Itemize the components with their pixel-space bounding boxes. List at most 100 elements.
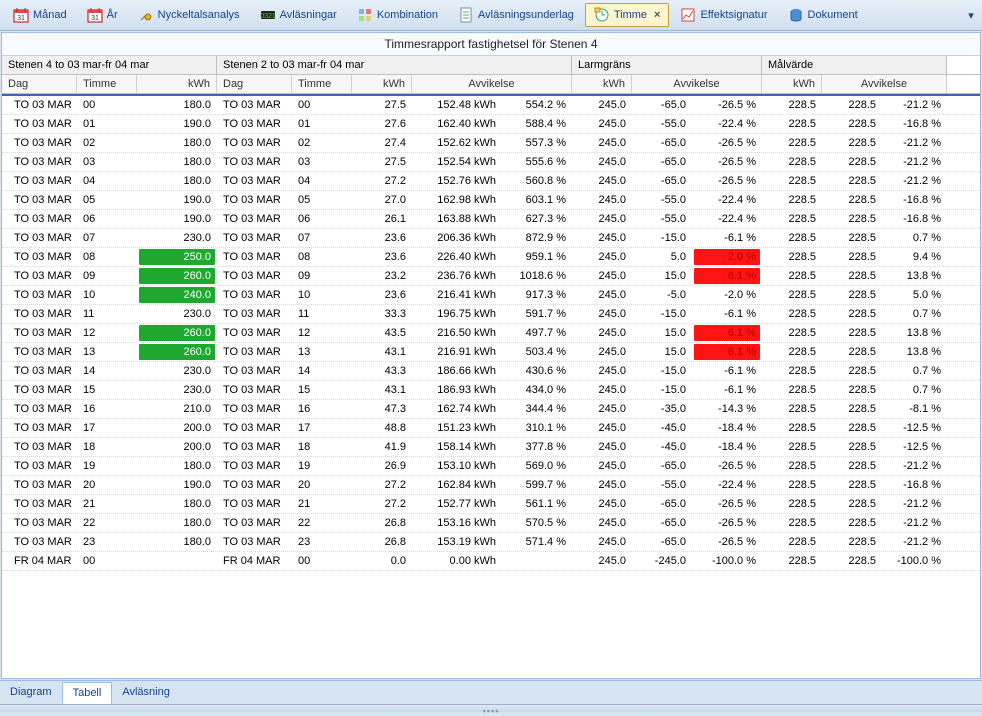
cell-mavv1: 228.5 [822, 419, 882, 437]
toolbar-tab-kombination[interactable]: Kombination [348, 3, 447, 27]
cell-kwh2: 27.0 [352, 191, 412, 209]
cell-kwh: 190.0 [137, 191, 217, 209]
db-icon [788, 7, 804, 23]
column-header[interactable]: kWh [137, 75, 217, 93]
column-header[interactable]: Avvikelse [822, 75, 947, 93]
cell-mkwh: 228.5 [762, 305, 822, 323]
counter-icon: 0321 [260, 7, 276, 23]
cell-kwh: 240.0 [137, 286, 217, 304]
cell-timme2: 12 [292, 324, 352, 342]
cell-kwh2: 43.1 [352, 343, 412, 361]
cell-timme2: 17 [292, 419, 352, 437]
column-header[interactable]: kWh [352, 75, 412, 93]
toolbar-tab-label: Dokument [808, 9, 858, 21]
toolbar-tab-avläsningar[interactable]: 0321Avläsningar [251, 3, 346, 27]
cell-avv1: 206.36 kWh [412, 229, 502, 247]
cell-timme: 03 [77, 153, 137, 171]
cell-avv1: 153.10 kWh [412, 457, 502, 475]
cell-timme2: 04 [292, 172, 352, 190]
column-header[interactable]: Timme [77, 75, 137, 93]
table-row[interactable]: TO 03 MAR21180.0TO 03 MAR2127.2152.77 kW… [2, 495, 980, 514]
column-header[interactable]: Dag [2, 75, 77, 93]
cell-lavv2: -26.5 % [692, 153, 762, 171]
column-header[interactable]: kWh [762, 75, 822, 93]
table-row[interactable]: TO 03 MAR11230.0TO 03 MAR1133.3196.75 kW… [2, 305, 980, 324]
table-row[interactable]: TO 03 MAR05190.0TO 03 MAR0527.0162.98 kW… [2, 191, 980, 210]
toolbar-tab-avläsningsunderlag[interactable]: Avläsningsunderlag [449, 3, 583, 27]
cell-timme2: 01 [292, 115, 352, 133]
cell-mavv1: 228.5 [822, 552, 882, 570]
cell-lavv1: -35.0 [632, 400, 692, 418]
column-header[interactable]: Avvikelse [412, 75, 572, 93]
table-row[interactable]: TO 03 MAR15230.0TO 03 MAR1543.1186.93 kW… [2, 381, 980, 400]
cell-kwh2: 27.2 [352, 495, 412, 513]
table-row[interactable]: TO 03 MAR01190.0TO 03 MAR0127.6162.40 kW… [2, 115, 980, 134]
grid-icon [357, 7, 373, 23]
cell-lavv1: 15.0 [632, 267, 692, 285]
cell-avv2: 503.4 % [502, 343, 572, 361]
cell-dag2: TO 03 MAR [217, 381, 292, 399]
cell-avv2: 557.3 % [502, 134, 572, 152]
cell-lkwh: 245.0 [572, 286, 632, 304]
table-row[interactable]: TO 03 MAR17200.0TO 03 MAR1748.8151.23 kW… [2, 419, 980, 438]
table-row[interactable]: TO 03 MAR00180.0TO 03 MAR0027.5152.48 kW… [2, 94, 980, 115]
data-body[interactable]: TO 03 MAR00180.0TO 03 MAR0027.5152.48 kW… [2, 94, 980, 678]
cell-avv2: 310.1 % [502, 419, 572, 437]
close-icon[interactable]: × [654, 9, 660, 21]
bottom-tab-tabell[interactable]: Tabell [62, 682, 113, 704]
cell-avv2: 571.4 % [502, 533, 572, 551]
table-row[interactable]: TO 03 MAR16210.0TO 03 MAR1647.3162.74 kW… [2, 400, 980, 419]
cell-lavv2: -26.5 % [692, 495, 762, 513]
cell-dag2: TO 03 MAR [217, 210, 292, 228]
toolbar-tab-dokument[interactable]: Dokument [779, 3, 867, 27]
cell-mkwh: 228.5 [762, 248, 822, 266]
table-row[interactable]: TO 03 MAR02180.0TO 03 MAR0227.4152.62 kW… [2, 134, 980, 153]
column-header[interactable]: Avvikelse [632, 75, 762, 93]
table-row[interactable]: TO 03 MAR09260.0TO 03 MAR0923.2236.76 kW… [2, 267, 980, 286]
table-row[interactable]: TO 03 MAR19180.0TO 03 MAR1926.9153.10 kW… [2, 457, 980, 476]
table-row[interactable]: TO 03 MAR08250.0TO 03 MAR0823.6226.40 kW… [2, 248, 980, 267]
cell-mavv2: -8.1 % [882, 400, 947, 418]
cell-mavv2: -16.8 % [882, 191, 947, 209]
cell-lkwh: 245.0 [572, 115, 632, 133]
table-row[interactable]: TO 03 MAR06190.0TO 03 MAR0626.1163.88 kW… [2, 210, 980, 229]
table-row[interactable]: TO 03 MAR12260.0TO 03 MAR1243.5216.50 kW… [2, 324, 980, 343]
column-header[interactable]: Timme [292, 75, 352, 93]
bottom-tab-avläsning[interactable]: Avläsning [112, 682, 180, 704]
table-row[interactable]: TO 03 MAR23180.0TO 03 MAR2326.8153.19 kW… [2, 533, 980, 552]
table-row[interactable]: TO 03 MAR10240.0TO 03 MAR1023.6216.41 kW… [2, 286, 980, 305]
toolbar-tab-effektsignatur[interactable]: Effektsignatur [671, 3, 776, 27]
table-row[interactable]: TO 03 MAR22180.0TO 03 MAR2226.8153.16 kW… [2, 514, 980, 533]
cell-lkwh: 245.0 [572, 305, 632, 323]
toolbar-tab-månad[interactable]: 31Månad [4, 3, 76, 27]
table-row[interactable]: TO 03 MAR04180.0TO 03 MAR0427.2152.76 kW… [2, 172, 980, 191]
cell-lavv2: -26.5 % [692, 134, 762, 152]
table-row[interactable]: FR 04 MAR00FR 04 MAR000.00.00 kWh245.0-2… [2, 552, 980, 571]
cell-timme2: 02 [292, 134, 352, 152]
bottom-tab-diagram[interactable]: Diagram [0, 682, 62, 704]
toolbar-tab-nyckeltalsanalys[interactable]: Nyckeltalsanalys [129, 3, 249, 27]
table-row[interactable]: TO 03 MAR07230.0TO 03 MAR0723.6206.36 kW… [2, 229, 980, 248]
cell-timme: 14 [77, 362, 137, 380]
cell-lkwh: 245.0 [572, 457, 632, 475]
cell-mkwh: 228.5 [762, 286, 822, 304]
table-row[interactable]: TO 03 MAR13260.0TO 03 MAR1343.1216.91 kW… [2, 343, 980, 362]
toolbar-tab-timme[interactable]: Timme× [585, 3, 670, 27]
cell-avv1: 152.62 kWh [412, 134, 502, 152]
column-header[interactable]: kWh [572, 75, 632, 93]
table-row[interactable]: TO 03 MAR18200.0TO 03 MAR1841.9158.14 kW… [2, 438, 980, 457]
table-row[interactable]: TO 03 MAR03180.0TO 03 MAR0327.5152.54 kW… [2, 153, 980, 172]
table-row[interactable]: TO 03 MAR14230.0TO 03 MAR1443.3186.66 kW… [2, 362, 980, 381]
column-header[interactable]: Dag [217, 75, 292, 93]
cell-lkwh: 245.0 [572, 96, 632, 114]
grip-icon[interactable]: ▪▪▪▪ [483, 706, 500, 716]
table-row[interactable]: TO 03 MAR20190.0TO 03 MAR2027.2162.84 kW… [2, 476, 980, 495]
cell-avv2: 344.4 % [502, 400, 572, 418]
cell-dag: TO 03 MAR [2, 438, 77, 456]
cell-dag2: TO 03 MAR [217, 419, 292, 437]
cell-lkwh: 245.0 [572, 210, 632, 228]
toolbar-tab-år[interactable]: 31År [78, 3, 127, 27]
toolbar-overflow-dropdown[interactable]: ▾ [964, 9, 978, 22]
cell-kwh: 210.0 [137, 400, 217, 418]
wrench-icon [138, 7, 154, 23]
